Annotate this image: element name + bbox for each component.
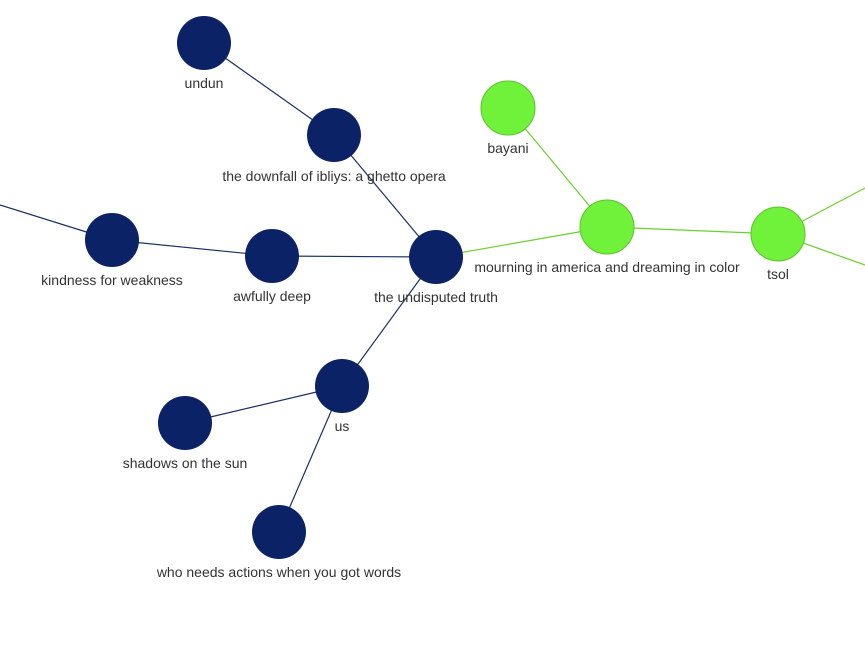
node-label-awfully: awfully deep <box>233 288 311 304</box>
edge-mourning-tsol <box>606 226 779 235</box>
node-awfully[interactable] <box>245 229 299 283</box>
node-downfall[interactable] <box>307 108 361 162</box>
node-words[interactable] <box>252 505 306 559</box>
node-shadows[interactable] <box>158 396 212 450</box>
node-label-shadows: shadows on the sun <box>123 455 248 471</box>
node-label-words: who needs actions when you got words <box>156 564 401 580</box>
node-label-us: us <box>335 418 350 434</box>
edge-awfully-truth <box>271 255 437 258</box>
node-label-downfall: the downfall of ibliys: a ghetto opera <box>222 168 446 184</box>
node-truth[interactable] <box>409 230 463 284</box>
node-label-truth: the undisputed truth <box>374 289 498 305</box>
node-kindness[interactable] <box>85 213 139 267</box>
node-bayani[interactable] <box>480 80 536 136</box>
node-label-tsol: tsol <box>767 266 789 282</box>
node-mourning[interactable] <box>579 199 635 255</box>
edge-truth-mourning <box>435 226 608 258</box>
node-label-bayani: bayani <box>487 140 528 156</box>
node-label-undun: undun <box>185 75 224 91</box>
node-tsol[interactable] <box>750 206 806 262</box>
nodes-layer <box>85 16 806 559</box>
node-us[interactable] <box>315 359 369 413</box>
node-label-mourning: mourning in america and dreaming in colo… <box>474 259 740 275</box>
node-undun[interactable] <box>177 16 231 70</box>
labels-layer: undun the downfall of ibliys: a ghetto op… <box>41 75 789 580</box>
node-label-kindness: kindness for weakness <box>41 272 183 288</box>
